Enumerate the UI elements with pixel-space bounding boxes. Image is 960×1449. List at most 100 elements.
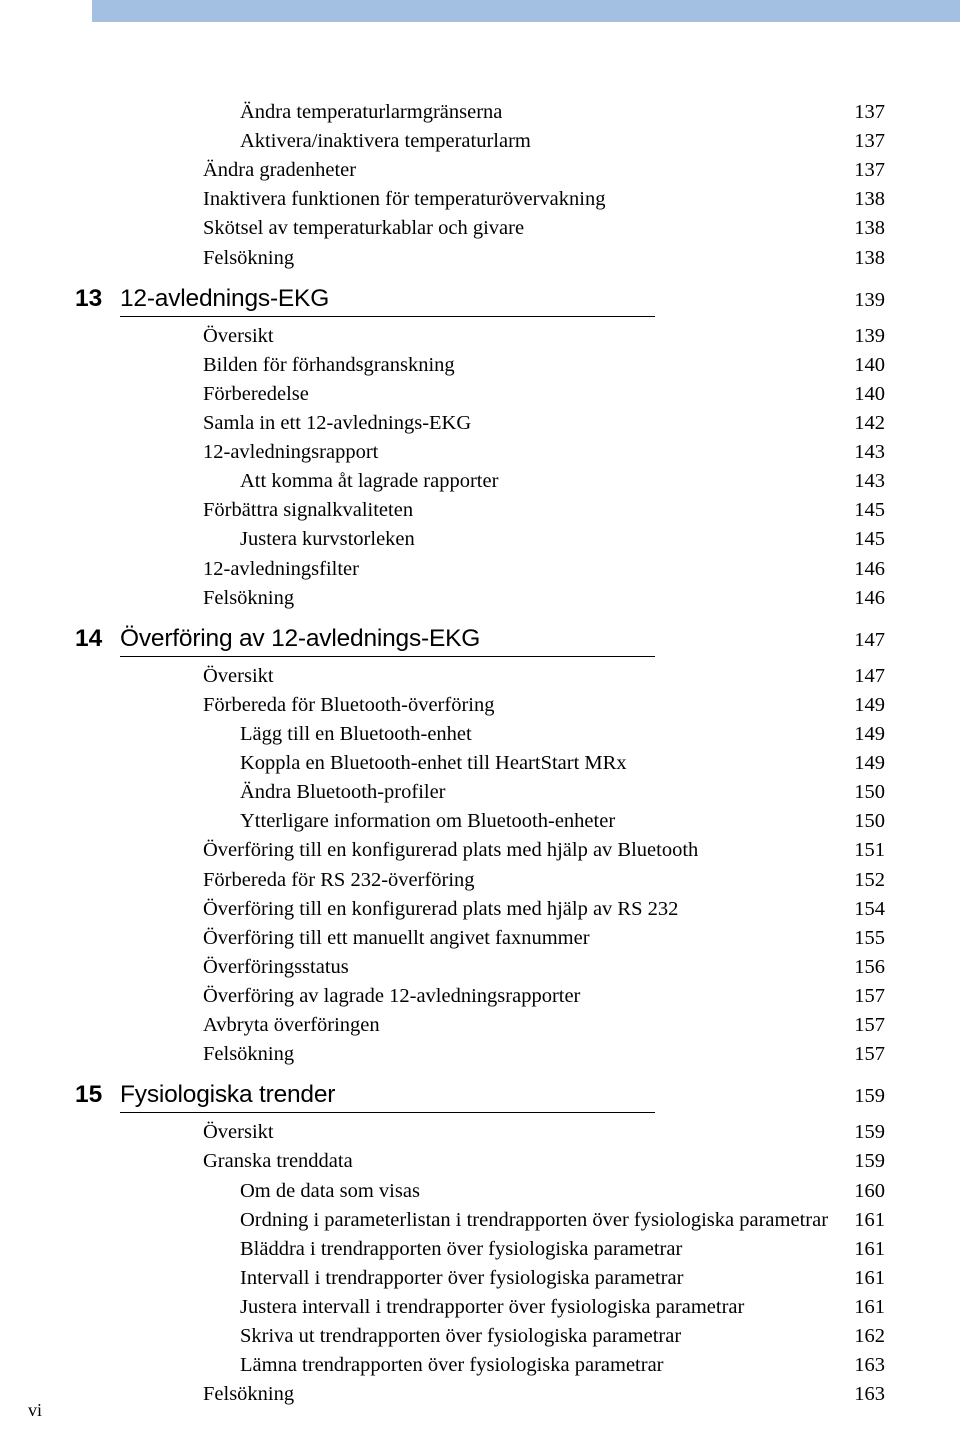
toc-entry-label: Koppla en Bluetooth-enhet till HeartStar… [240, 749, 842, 778]
toc-entry: Ändra gradenheter137 [75, 156, 885, 185]
toc-entry-page: 152 [842, 866, 885, 895]
toc-entry-label: Överföring till ett manuellt angivet fax… [203, 924, 842, 953]
toc-entry-label: Överföring till en konfigurerad plats me… [203, 836, 842, 865]
toc-entry: Om de data som visas160 [75, 1177, 885, 1206]
toc-entry-label: 12-avledningsfilter [203, 555, 842, 584]
toc-entry-label: Felsökning [203, 1380, 842, 1409]
page-folio: vi [28, 1400, 42, 1421]
toc-entry-label: Felsökning [203, 1040, 842, 1069]
toc-entry-label: Förbättra signalkvaliteten [203, 496, 842, 525]
toc-entry: Aktivera/inaktivera temperaturlarm137 [75, 127, 885, 156]
toc-entry-label: Intervall i trendrapporter över fysiolog… [240, 1264, 842, 1293]
toc-entry: Ytterligare information om Bluetooth-enh… [75, 807, 885, 836]
toc-chapter-page: 139 [842, 289, 885, 312]
toc-entry-page: 145 [842, 525, 885, 554]
toc-chapter-number: 13 [75, 285, 120, 313]
toc-entry-label: Bilden för förhandsgranskning [203, 351, 842, 380]
toc-entry-label: Överföringsstatus [203, 953, 842, 982]
toc-entry-page: 162 [842, 1322, 885, 1351]
toc-entry-page: 154 [842, 895, 885, 924]
toc-entry: Översikt139 [75, 322, 885, 351]
toc-entry: Koppla en Bluetooth-enhet till HeartStar… [75, 749, 885, 778]
toc-entry-label: Ytterligare information om Bluetooth-enh… [240, 807, 842, 836]
toc-chapter-title: 12-avlednings-EKG [120, 285, 842, 313]
toc-entry: Överföring till en konfigurerad plats me… [75, 895, 885, 924]
pre-chapter-items: Ändra temperaturlarmgränserna137Aktivera… [75, 98, 885, 273]
toc-entry-page: 157 [842, 982, 885, 1011]
toc-entry: Granska trenddata159 [75, 1147, 885, 1176]
toc-entry-page: 142 [842, 409, 885, 438]
toc-content: Ändra temperaturlarmgränserna137Aktivera… [75, 0, 885, 1409]
toc-entry-page: 137 [842, 127, 885, 156]
toc-chapter-body: Översikt147Förbereda för Bluetooth-överf… [75, 662, 885, 1070]
toc-entry: Avbryta överföringen157 [75, 1011, 885, 1040]
toc-entry-page: 137 [842, 98, 885, 127]
toc-entry-page: 149 [842, 720, 885, 749]
toc-entry-page: 149 [842, 691, 885, 720]
toc-entry-page: 163 [842, 1380, 885, 1409]
toc-entry-page: 157 [842, 1011, 885, 1040]
toc-entry-label: Ändra gradenheter [203, 156, 842, 185]
toc-entry-label: Aktivera/inaktivera temperaturlarm [240, 127, 842, 156]
toc-entry-page: 146 [842, 584, 885, 613]
toc-chapter-heading: 14Överföring av 12-avlednings-EKG147 [75, 625, 885, 653]
toc-entry-label: Om de data som visas [240, 1177, 842, 1206]
toc-entry: Ändra Bluetooth-profiler150 [75, 778, 885, 807]
toc-entry-label: Avbryta överföringen [203, 1011, 842, 1040]
toc-entry: Översikt159 [75, 1118, 885, 1147]
toc-entry-label: Justera kurvstorleken [240, 525, 842, 554]
toc-entry-label: Skriva ut trendrapporten över fysiologis… [240, 1322, 842, 1351]
toc-entry-label: Felsökning [203, 584, 842, 613]
toc-chapter-heading: 1312-avlednings-EKG139 [75, 285, 885, 313]
toc-entry-label: Översikt [203, 662, 842, 691]
toc-entry-page: 161 [842, 1264, 885, 1293]
toc-entry: Justera kurvstorleken145 [75, 525, 885, 554]
toc-entry: Samla in ett 12-avlednings-EKG142 [75, 409, 885, 438]
toc-entry: Översikt147 [75, 662, 885, 691]
toc-entry: 12-avledningsfilter146 [75, 555, 885, 584]
toc-entry-label: Förbereda för RS 232-överföring [203, 866, 842, 895]
toc-entry-label: Felsökning [203, 244, 842, 273]
toc-entry-label: Justera intervall i trendrapporter över … [240, 1293, 842, 1322]
toc-entry-page: 159 [842, 1118, 885, 1147]
toc-entry-page: 145 [842, 496, 885, 525]
toc-entry: Ändra temperaturlarmgränserna137 [75, 98, 885, 127]
toc-entry-label: Ordning i parameterlistan i trendrapport… [240, 1206, 842, 1235]
chapter-rule [120, 656, 655, 657]
toc-entry: Skötsel av temperaturkablar och givare13… [75, 214, 885, 243]
toc-entry-page: 156 [842, 953, 885, 982]
toc-entry: 12-avledningsrapport143 [75, 438, 885, 467]
toc-entry: Lägg till en Bluetooth-enhet149 [75, 720, 885, 749]
toc-chapter-title: Fysiologiska trender [120, 1081, 842, 1109]
toc-chapter-body: Översikt159Granska trenddata159Om de dat… [75, 1118, 885, 1409]
toc-entry-page: 149 [842, 749, 885, 778]
toc-entry: Förbättra signalkvaliteten145 [75, 496, 885, 525]
toc-chapter-number: 15 [75, 1081, 120, 1109]
toc-entry: Skriva ut trendrapporten över fysiologis… [75, 1322, 885, 1351]
toc-entry: Förberedelse140 [75, 380, 885, 409]
toc-entry: Förbereda för Bluetooth-överföring149 [75, 691, 885, 720]
toc-chapter: 15Fysiologiska trender159Översikt159Gran… [75, 1081, 885, 1409]
toc-entry-page: 161 [842, 1206, 885, 1235]
toc-entry-page: 161 [842, 1235, 885, 1264]
toc-entry: Bilden för förhandsgranskning140 [75, 351, 885, 380]
thumb-index-bar [92, 0, 960, 22]
toc-entry-page: 138 [842, 214, 885, 243]
toc-entry-label: Översikt [203, 322, 842, 351]
toc-entry-page: 146 [842, 555, 885, 584]
toc-chapter: 14Överföring av 12-avlednings-EKG147Över… [75, 625, 885, 1070]
toc-entry-page: 143 [842, 467, 885, 496]
toc-entry-label: Förberedelse [203, 380, 842, 409]
toc-entry: Felsökning146 [75, 584, 885, 613]
toc-entry-page: 138 [842, 244, 885, 273]
toc-entry-page: 159 [842, 1147, 885, 1176]
toc-entry-label: Bläddra i trendrapporten över fysiologis… [240, 1235, 842, 1264]
toc-entry: Felsökning157 [75, 1040, 885, 1069]
toc-entry-label: Samla in ett 12-avlednings-EKG [203, 409, 842, 438]
toc-entry: Överföring till ett manuellt angivet fax… [75, 924, 885, 953]
chapter-rule [120, 316, 655, 317]
toc-entry-label: Granska trenddata [203, 1147, 842, 1176]
toc-chapter-title: Överföring av 12-avlednings-EKG [120, 625, 842, 653]
toc-entry-page: 140 [842, 380, 885, 409]
toc-entry: Lämna trendrapporten över fysiologiska p… [75, 1351, 885, 1380]
